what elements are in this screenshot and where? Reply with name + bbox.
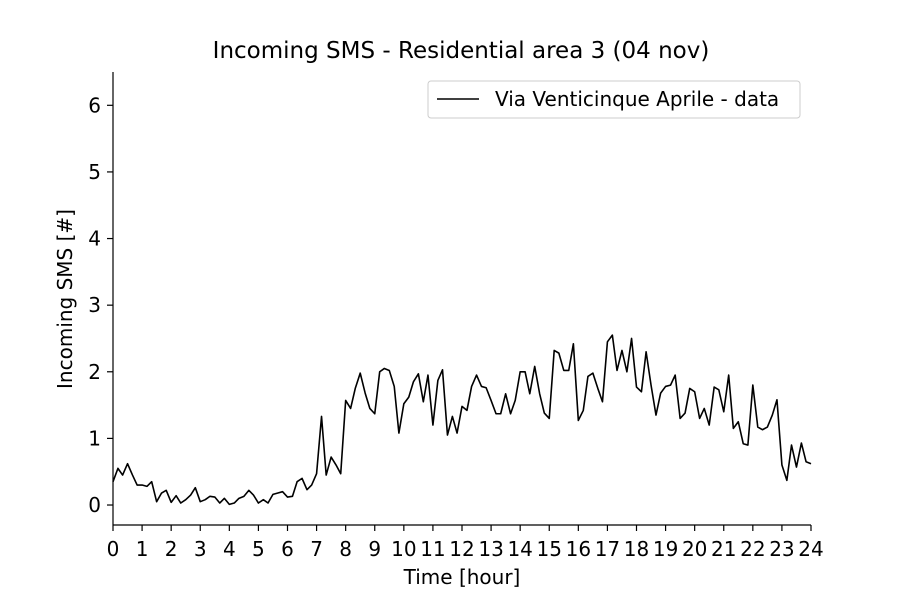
x-tick-label: 11 (420, 537, 445, 561)
x-tick-label: 3 (194, 537, 207, 561)
x-tick-label: 6 (281, 537, 294, 561)
x-tick-label: 23 (769, 537, 794, 561)
y-tick-label: 3 (88, 293, 101, 317)
y-axis-label: Incoming SMS [#] (53, 209, 77, 389)
plot-area (112, 334, 812, 506)
x-tick-label: 10 (391, 537, 416, 561)
x-tick-label: 17 (595, 537, 620, 561)
y-ticks: 0 1 2 3 4 5 6 (88, 93, 113, 517)
x-tick-label: 9 (368, 537, 381, 561)
x-tick-label: 13 (478, 537, 503, 561)
x-tick-label: 16 (566, 537, 591, 561)
x-tick-label: 20 (682, 537, 707, 561)
x-tick-label: 18 (624, 537, 649, 561)
x-tick-label: 19 (653, 537, 678, 561)
y-tick-label: 4 (88, 227, 101, 251)
x-tick-label: 4 (223, 537, 236, 561)
series-line-0 (112, 334, 812, 506)
x-tick-label: 7 (310, 537, 323, 561)
legend-box (427, 80, 801, 119)
x-axis-label: Time [hour] (403, 565, 521, 589)
x-tick-label: 0 (107, 537, 120, 561)
x-tick-label: 15 (537, 537, 562, 561)
y-tick-label: 0 (88, 493, 101, 517)
legend: Via Venticinque Aprile - data (427, 80, 801, 119)
x-tick-label: 8 (339, 537, 352, 561)
legend-label: Via Venticinque Aprile - data (495, 87, 779, 111)
y-tick-label: 5 (88, 160, 101, 184)
x-ticks: 0 1 2 3 4 5 6 7 8 9 10 11 12 13 14 15 16 17 18 19 20 21 22 23 24 (107, 525, 824, 561)
x-tick-label: 2 (165, 537, 178, 561)
x-tick-label: 5 (252, 537, 265, 561)
chart-title: Incoming SMS - Residential area 3 (04 no… (213, 38, 710, 64)
y-tick-label: 2 (88, 360, 101, 384)
x-tick-label: 1 (136, 537, 149, 561)
x-tick-label: 22 (740, 537, 765, 561)
y-tick-label: 6 (88, 93, 101, 117)
x-tick-label: 14 (507, 537, 532, 561)
x-tick-label: 24 (798, 537, 823, 561)
x-tick-label: 12 (449, 537, 474, 561)
y-tick-label: 1 (88, 426, 101, 450)
x-tick-label: 21 (711, 537, 736, 561)
